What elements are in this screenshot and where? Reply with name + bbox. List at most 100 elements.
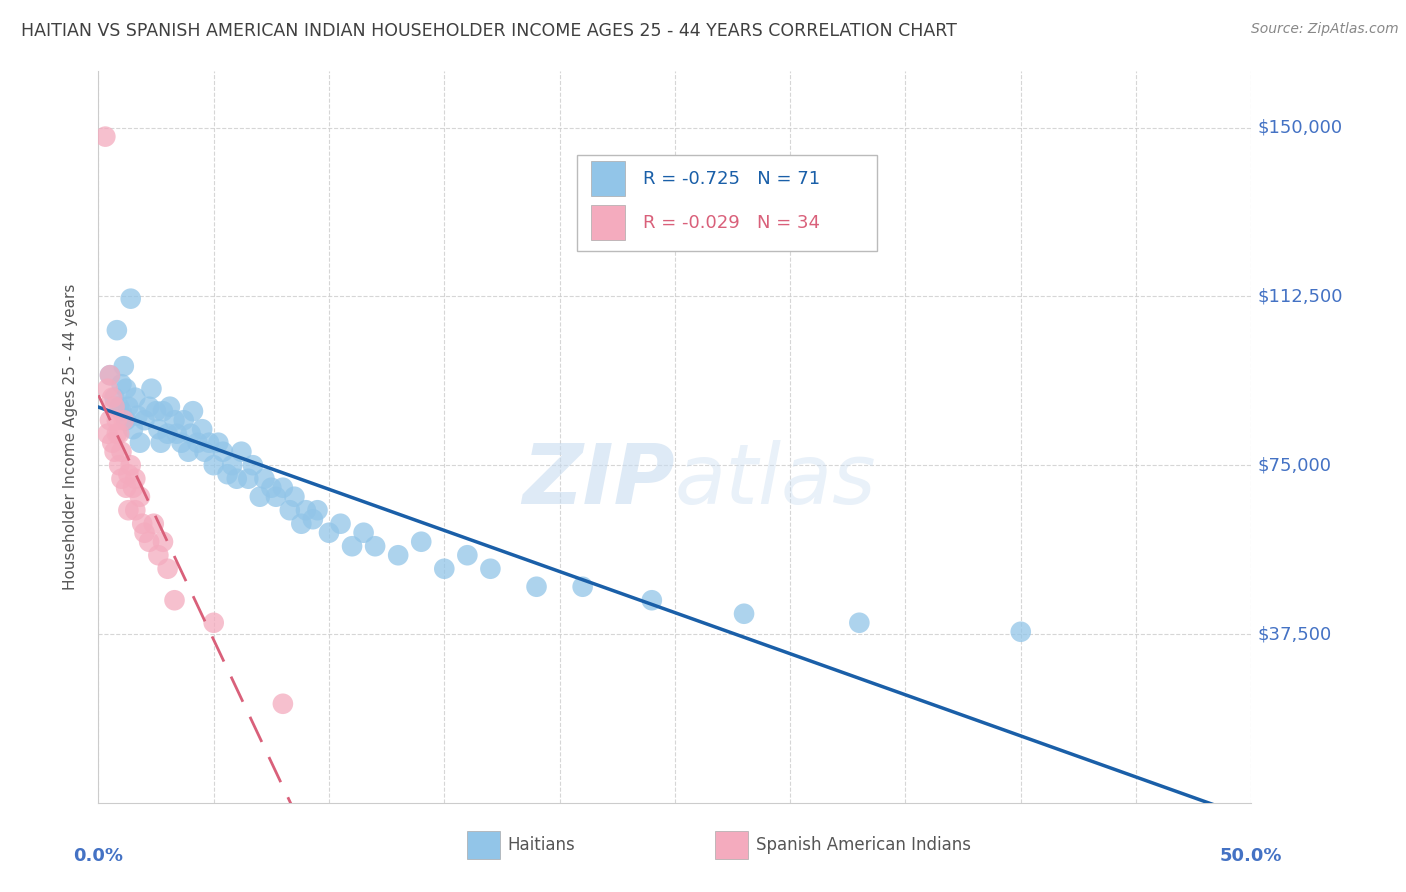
Point xyxy=(101,435,124,450)
FancyBboxPatch shape xyxy=(467,831,499,859)
Point xyxy=(202,615,225,630)
Point xyxy=(98,413,121,427)
Point xyxy=(122,481,145,495)
Point xyxy=(115,413,138,427)
Point xyxy=(124,472,146,486)
FancyBboxPatch shape xyxy=(576,155,877,251)
Point xyxy=(120,292,142,306)
Point xyxy=(163,593,186,607)
Point xyxy=(212,444,235,458)
Point xyxy=(120,458,142,473)
Point xyxy=(149,435,172,450)
Text: Spanish American Indians: Spanish American Indians xyxy=(755,836,970,855)
Point xyxy=(217,467,239,482)
Point xyxy=(94,129,117,144)
Point xyxy=(242,458,264,473)
Point xyxy=(329,516,352,531)
Point xyxy=(159,400,181,414)
Text: Source: ZipAtlas.com: Source: ZipAtlas.com xyxy=(1251,22,1399,37)
Point xyxy=(134,525,156,540)
Point xyxy=(364,539,387,553)
Point xyxy=(129,435,152,450)
Point xyxy=(193,444,215,458)
Point xyxy=(249,490,271,504)
Point xyxy=(271,481,294,495)
Point xyxy=(411,534,433,549)
Point xyxy=(117,400,139,414)
Point xyxy=(97,382,120,396)
Point xyxy=(456,548,478,562)
Point xyxy=(1010,624,1032,639)
Point xyxy=(124,391,146,405)
Point xyxy=(260,481,283,495)
Text: 0.0%: 0.0% xyxy=(73,847,124,864)
Text: HAITIAN VS SPANISH AMERICAN INDIAN HOUSEHOLDER INCOME AGES 25 - 44 YEARS CORRELA: HAITIAN VS SPANISH AMERICAN INDIAN HOUSE… xyxy=(21,22,957,40)
Point xyxy=(108,400,131,414)
Point xyxy=(105,426,128,441)
Point xyxy=(290,516,312,531)
Point xyxy=(733,607,755,621)
Point xyxy=(142,516,165,531)
Point xyxy=(131,516,153,531)
Text: 50.0%: 50.0% xyxy=(1220,847,1282,864)
Point xyxy=(98,368,121,383)
Point xyxy=(207,435,229,450)
Point xyxy=(134,413,156,427)
Point xyxy=(641,593,664,607)
Point xyxy=(526,580,548,594)
Point xyxy=(166,426,188,441)
Point xyxy=(271,697,294,711)
Point xyxy=(387,548,409,562)
Point xyxy=(191,422,214,436)
Point xyxy=(115,382,138,396)
Point xyxy=(129,490,152,504)
Point xyxy=(112,359,135,374)
Point xyxy=(156,562,179,576)
Point xyxy=(108,458,131,473)
Point xyxy=(231,444,253,458)
Point xyxy=(110,472,132,486)
Point xyxy=(101,391,124,405)
Point xyxy=(105,323,128,337)
Point xyxy=(108,426,131,441)
Point xyxy=(152,404,174,418)
Point xyxy=(138,400,160,414)
Point xyxy=(103,400,125,414)
Point xyxy=(112,413,135,427)
Point xyxy=(181,404,204,418)
Point xyxy=(110,377,132,392)
Point xyxy=(307,503,329,517)
Point xyxy=(145,404,167,418)
Point xyxy=(202,458,225,473)
FancyBboxPatch shape xyxy=(591,205,626,240)
Text: $150,000: $150,000 xyxy=(1257,119,1343,136)
Point xyxy=(340,539,363,553)
Point xyxy=(177,444,200,458)
Point xyxy=(302,512,325,526)
Point xyxy=(163,413,186,427)
Text: $75,000: $75,000 xyxy=(1257,456,1331,475)
Text: Haitians: Haitians xyxy=(508,836,575,855)
Point xyxy=(148,548,170,562)
Point xyxy=(124,503,146,517)
Point xyxy=(110,444,132,458)
Text: $112,500: $112,500 xyxy=(1257,287,1343,305)
Point xyxy=(148,422,170,436)
Point xyxy=(97,426,120,441)
Point xyxy=(278,503,301,517)
Y-axis label: Householder Income Ages 25 - 44 years: Householder Income Ages 25 - 44 years xyxy=(63,284,77,591)
Point xyxy=(225,472,247,486)
Point xyxy=(173,413,195,427)
Point xyxy=(115,481,138,495)
Point xyxy=(433,562,456,576)
Point xyxy=(156,426,179,441)
Point xyxy=(122,422,145,436)
Point xyxy=(105,413,128,427)
Text: $37,500: $37,500 xyxy=(1257,625,1331,643)
Point xyxy=(117,467,139,482)
Point xyxy=(187,435,209,450)
Point xyxy=(98,368,121,383)
Point xyxy=(238,472,260,486)
FancyBboxPatch shape xyxy=(591,161,626,196)
Point xyxy=(221,458,243,473)
